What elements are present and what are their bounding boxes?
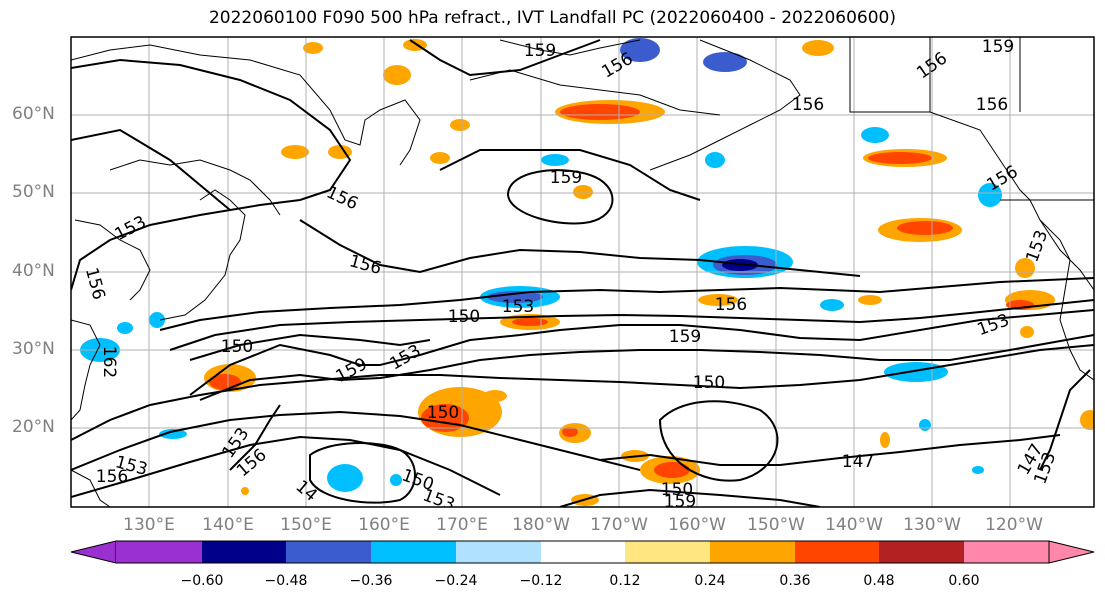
colorbar-segment [456,541,541,563]
contour-label: 150 [221,337,253,357]
contour-label: 162 [99,346,119,378]
colorbar [70,540,1095,564]
contour-label: 159 [524,41,556,61]
colorbar-segment [116,541,202,563]
colorbar-max-extend [1048,540,1095,564]
lon-label: 150°E [280,515,332,535]
lon-label: 130°W [903,515,961,535]
colorbar-tick-label: −0.12 [519,573,563,589]
colorbar-segment [879,541,964,563]
coastlines [71,37,1094,507]
lon-label: 170°E [436,515,488,535]
contour-label: 159 [982,37,1014,57]
lat-label: 20°N [12,417,55,437]
lat-label: 40°N [12,261,55,281]
lon-label: 160°E [358,515,410,535]
lon-label: 150°W [747,515,805,535]
contour-label: 150 [427,403,459,423]
contour-label: 153 [502,297,534,317]
lon-label: 170°W [590,515,648,535]
contour-label: 156 [96,467,128,487]
lon-label: 120°W [985,515,1043,535]
colorbar-segment [371,541,456,563]
lon-label: 160°W [668,515,726,535]
lat-label: 60°N [12,104,55,124]
colorbar-segment [964,541,1049,563]
contour-label: 150 [448,307,480,327]
contour-label: 150 [693,373,725,393]
contour-label: 156 [715,295,747,315]
contour-label: 159 [664,492,696,512]
colorbar-tick-label: 0.60 [948,573,980,589]
colorbar-tick-label: −0.36 [349,573,393,589]
lon-label: 180°W [512,515,570,535]
contour-label: 147 [842,452,874,472]
gridlines [71,37,1094,507]
colorbar-tick-label: −0.24 [434,573,478,589]
colorbar-min-extend [70,540,117,564]
contour-label: 156 [976,95,1008,115]
lat-label: 30°N [12,339,55,359]
colorbar-segment [286,541,371,563]
lon-label: 130°E [123,515,175,535]
colorbar-segment [625,541,710,563]
contour-lines [71,39,1094,507]
colorbar-segment [541,541,625,563]
colorbar-tick-label: −0.48 [264,573,308,589]
contour-label: 156 [792,95,824,115]
lon-label: 140°E [202,515,254,535]
colorbar-tick-label: −0.60 [180,573,224,589]
colorbar-tick-label: 0.36 [779,573,811,589]
colorbar-tick-label: 0.12 [609,573,641,589]
colorbar-segment [202,541,286,563]
colorbar-tick-label: 0.24 [694,573,726,589]
colorbar-segment [795,541,879,563]
contour-label: 159 [550,168,582,188]
lat-label: 50°N [12,182,55,202]
colorbar-tick-label: 0.48 [863,573,895,589]
contour-label: 150 [661,480,693,500]
colorbar-segment [710,541,795,563]
contour-label: 159 [669,327,701,347]
map-frame [70,36,1095,508]
plot-title: 2022060100 F090 500 hPa refract., IVT La… [208,8,896,28]
lon-label: 140°W [825,515,883,535]
